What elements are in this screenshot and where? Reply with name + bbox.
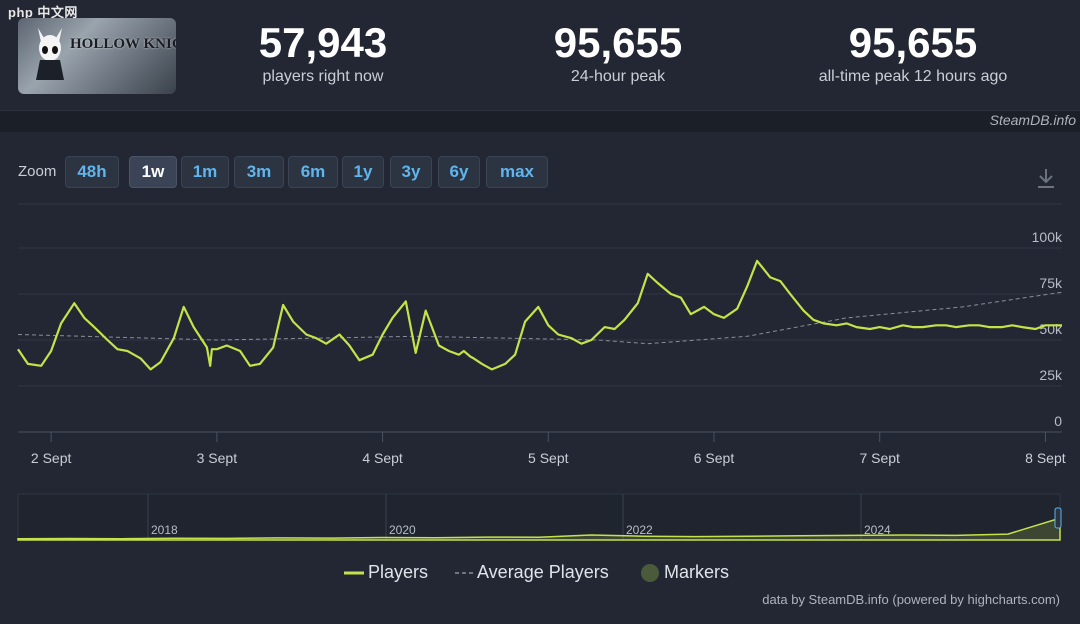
stat-current: 57,943 players right now [193, 20, 453, 88]
x-tick-label: 4 Sept [362, 450, 403, 466]
y-tick-label: 25k [1039, 367, 1063, 383]
stat-all-time-peak: 95,655 all-time peak 12 hours ago [783, 20, 1043, 88]
y-tick-label: 50k [1039, 321, 1063, 337]
zoom-max-button[interactable]: max [486, 156, 548, 188]
players-legend-icon [344, 571, 364, 575]
markers-legend-icon [641, 564, 659, 583]
x-axis-ticks [50, 432, 1046, 442]
navigator-year-label: 2018 [151, 523, 178, 537]
y-tick-label: 75k [1039, 275, 1063, 291]
zoom-48h-button[interactable]: 48h [65, 156, 119, 188]
all-time-peak-value: 95,655 [848, 19, 978, 66]
x-axis-labels: 2 Sept 3 Sept 4 Sept 5 Sept 6 Sept 7 Sept 8 Se… [31, 450, 1066, 466]
y-axis-labels: 0 25k 50k 75k 100k [1032, 229, 1063, 429]
logo-text: HOLLOW KNIGHT [70, 36, 176, 52]
zoom-3y-button[interactable]: 3y [390, 156, 432, 188]
x-tick-label: 5 Sept [528, 450, 569, 466]
zoom-1w-button[interactable]: 1w [129, 156, 177, 188]
legend-average[interactable]: Average Players [455, 562, 609, 583]
x-tick-label: 6 Sept [694, 450, 735, 466]
zoom-6m-button[interactable]: 6m [288, 156, 338, 188]
chart-gridlines [18, 203, 1062, 433]
navigator-ticks: 2018 2020 2022 2024 [147, 494, 891, 540]
steamdb-credit[interactable]: SteamDB.info [989, 112, 1076, 128]
y-tick-label: 100k [1032, 229, 1063, 245]
legend-markers-label: Markers [664, 562, 730, 582]
current-players-label: players right now [262, 68, 384, 85]
navigator-area [17, 517, 1061, 541]
stat-24h-peak: 95,655 24-hour peak [488, 20, 748, 88]
24h-peak-value: 95,655 [553, 19, 683, 66]
player-count-chart: 0 25k 50k 75k 100k 2 Sept 3 Sept 4 Sept 5 Sept 6… [17, 203, 1066, 466]
legend-players-label: Players [368, 562, 429, 582]
y-tick-label: 0 [1054, 413, 1062, 429]
x-tick-label: 2 Sept [31, 450, 72, 466]
all-time-peak-label: all-time peak 12 hours ago [818, 68, 1008, 85]
legend-average-label: Average Players [477, 562, 609, 582]
zoom-1y-button[interactable]: 1y [342, 156, 384, 188]
x-tick-label: 3 Sept [197, 450, 238, 466]
navigator-year-label: 2024 [864, 523, 891, 537]
x-tick-label: 7 Sept [859, 450, 900, 466]
legend-players[interactable]: Players [344, 562, 428, 583]
zoom-label: Zoom [18, 163, 57, 180]
navigator-year-label: 2022 [626, 523, 653, 537]
chart-card [0, 132, 1080, 624]
stats-header: php 中文网 HOLLOW KNIGHT 57,943 players rig… [0, 0, 1080, 111]
navigator-year-label: 2020 [389, 523, 416, 537]
download-icon[interactable] [1034, 166, 1058, 190]
zoom-6y-button[interactable]: 6y [438, 156, 480, 188]
data-credit[interactable]: data by SteamDB.info (powered by highcha… [762, 592, 1060, 607]
navigator-handle[interactable] [1054, 507, 1062, 529]
knight-icon [36, 28, 64, 80]
x-tick-label: 8 Sept [1025, 450, 1066, 466]
zoom-3m-button[interactable]: 3m [234, 156, 284, 188]
watermark: php 中文网 [8, 5, 78, 20]
players-line [17, 259, 1063, 371]
legend-markers[interactable]: Markers [640, 562, 729, 583]
current-players-value: 57,943 [258, 19, 388, 66]
average-legend-icon [455, 572, 473, 574]
navigator-chart[interactable]: 2018 2020 2022 2024 [0, 490, 1080, 546]
game-logo[interactable]: HOLLOW KNIGHT [18, 18, 176, 94]
zoom-1m-button[interactable]: 1m [181, 156, 229, 188]
24h-peak-label: 24-hour peak [570, 68, 666, 85]
